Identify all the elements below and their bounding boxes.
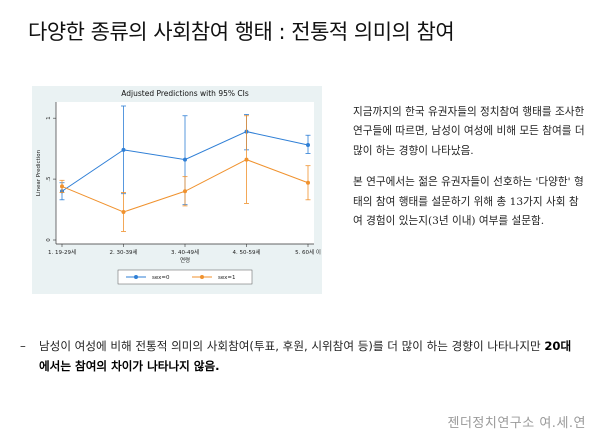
bullet-point: – 남성이 여성에 비해 전통적 의미의 사회참여(투표, 후원, 시위참여 등… — [20, 336, 580, 376]
legend-label-sex-0: sex=0 — [152, 275, 170, 281]
x-tick-label: 3. 40-49세 — [171, 248, 199, 256]
x-tick-label: 5. 60세 이 — [295, 248, 321, 256]
description-paragraph-1: 지금까지의 한국 유권자들의 정치참여 행태를 조사한 연구들에 따르면, 남성… — [353, 106, 585, 157]
bullet-text: 남성이 여성에 비해 전통적 의미의 사회참여(투표, 후원, 시위참여 등)를… — [39, 336, 580, 376]
footer-credit: 젠더정치연구소 여.세.연 — [447, 416, 586, 431]
prediction-chart: Adjusted Predictions with 95% CIs 0 .5 1 Lin… — [36, 89, 321, 285]
legend-marker-sex-0 — [134, 275, 138, 279]
legend-label-sex-1: sex=1 — [218, 275, 236, 281]
chart-panel: Adjusted Predictions with 95% CIs 0 .5 1 Lin… — [32, 86, 322, 294]
y-tick-label: 0 — [46, 238, 52, 242]
x-tick-label: 1. 19-29세 — [48, 248, 76, 256]
legend-marker-sex-1 — [200, 275, 204, 279]
data-point-sex-1 — [306, 180, 310, 185]
data-point-sex-0 — [306, 142, 310, 147]
description-paragraph-2: 본 연구에서는 젊은 유권자들이 선호하는 '다양한' 형태의 참여 행태를 설… — [353, 176, 584, 228]
x-tick-label: 2. 30-39세 — [109, 248, 137, 256]
x-tick-label: 4. 50-59세 — [232, 248, 260, 256]
bullet-text-bold: 20대에서는 참여의 차이가 나타나지 않음. — [39, 339, 572, 373]
description-text: 지금까지의 한국 유권자들의 정치참여 행태를 조사한 연구들에 따르면, 남성… — [353, 103, 585, 243]
data-point-sex-1 — [183, 189, 187, 194]
data-point-sex-0 — [183, 157, 187, 162]
slide-title: 다양한 종류의 사회참여 행태 : 전통적 의미의 참여 — [28, 20, 455, 44]
chart-title: Adjusted Predictions with 95% CIs — [121, 89, 249, 98]
data-point-sex-0 — [121, 147, 126, 152]
y-axis-label: Linear Prediction — [36, 149, 42, 196]
y-tick-label: 1 — [46, 116, 52, 120]
legend-box — [117, 269, 253, 285]
data-point-sex-1 — [60, 184, 64, 189]
bullet-text-plain: 남성이 여성에 비해 전통적 의미의 사회참여(투표, 후원, 시위참여 등)를… — [39, 339, 545, 353]
data-point-sex-1 — [244, 157, 249, 162]
y-tick-label: .5 — [46, 176, 52, 182]
bullet-dash: – — [20, 339, 26, 353]
x-axis-label: 연령 — [180, 256, 190, 264]
data-point-sex-1 — [121, 209, 126, 214]
